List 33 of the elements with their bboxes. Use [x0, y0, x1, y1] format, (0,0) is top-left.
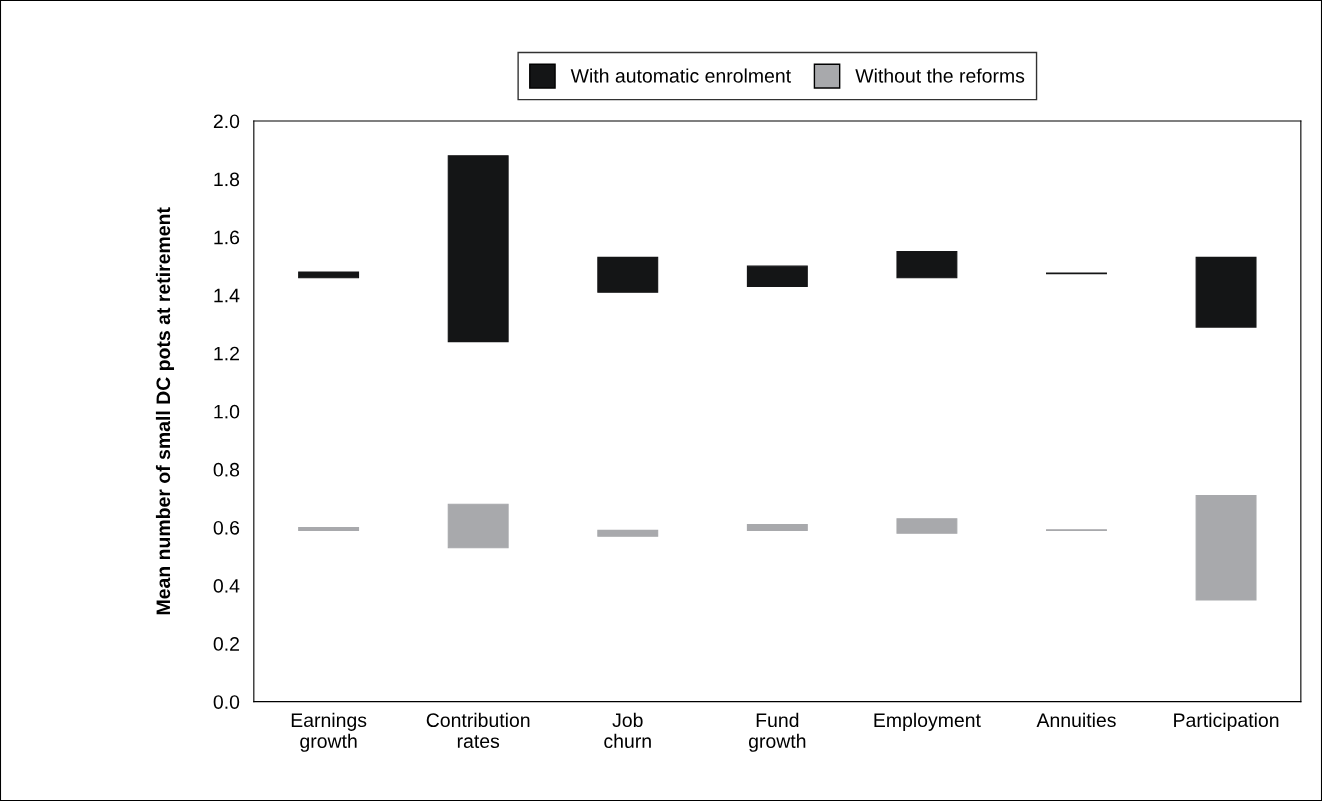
y-tick-label: 0.6 — [213, 520, 240, 535]
legend-label: With automatic enrolment — [570, 68, 791, 83]
y-tick-label: 0.2 — [213, 637, 239, 651]
bar — [746, 265, 808, 288]
bar — [447, 155, 509, 343]
bar — [746, 523, 808, 531]
y-tick-label: 1.8 — [214, 172, 240, 187]
x-tick-label: Contribution rates — [426, 712, 530, 749]
bar — [1195, 494, 1257, 601]
y-tick-label: 1.2 — [214, 346, 239, 361]
y-tick-label: 1.4 — [214, 288, 240, 303]
x-tick-label: Fund growth — [748, 712, 806, 752]
x-tick-label: Earnings growth — [291, 712, 367, 752]
y-tick-label: 0.4 — [213, 579, 240, 593]
bar — [597, 256, 659, 293]
bar — [597, 529, 659, 537]
bar — [298, 526, 360, 531]
y-tick-label: 1.0 — [214, 404, 240, 419]
bar — [298, 271, 360, 279]
bar — [1195, 256, 1257, 328]
x-tick-label: Employment — [874, 712, 981, 731]
x-tick-label: Participation — [1174, 712, 1279, 731]
y-axis-title: Mean number of small DC pots at retirement — [155, 207, 175, 615]
legend-label: Without the reforms — [855, 68, 1025, 83]
y-tick-label: 1.6 — [214, 230, 240, 245]
bar — [447, 503, 509, 549]
bar — [896, 518, 958, 534]
bar — [896, 251, 958, 279]
y-tick-label: 2.0 — [213, 114, 240, 129]
y-tick-label: 0.0 — [213, 695, 240, 709]
y-tick-label: 0.8 — [213, 462, 240, 477]
x-tick-label: Job churn — [604, 712, 651, 749]
x-tick-label: Annuities — [1036, 712, 1116, 728]
